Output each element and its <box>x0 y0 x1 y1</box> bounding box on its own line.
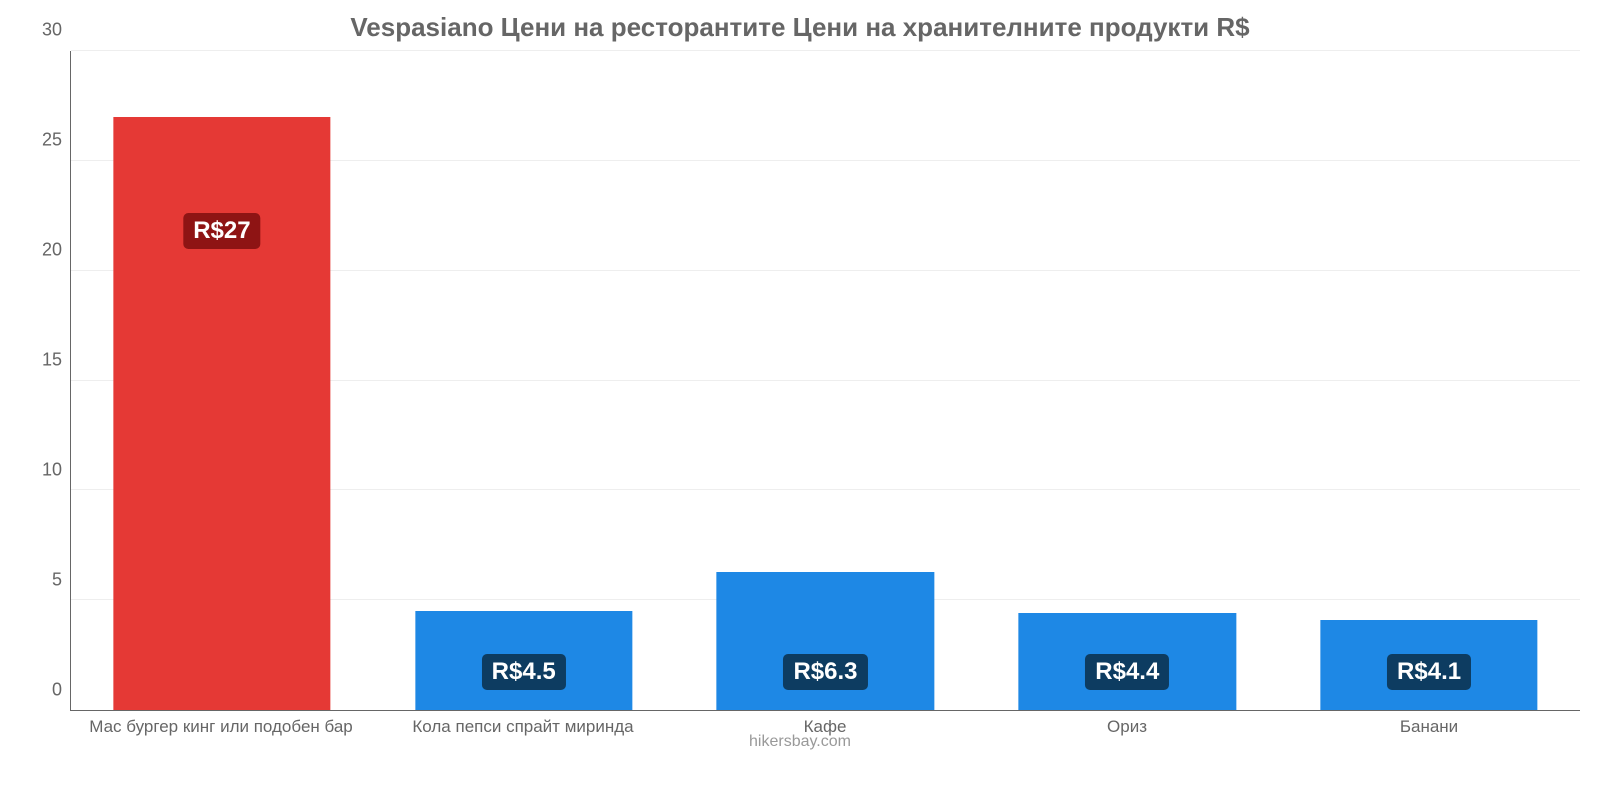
x-tick-label: Банани <box>1400 717 1458 737</box>
value-badge: R$4.5 <box>482 654 566 690</box>
y-tick-label: 20 <box>42 240 62 261</box>
chart-attribution: hikersbay.com <box>749 733 851 751</box>
bar-slot: R$4.1 <box>1278 51 1580 710</box>
y-tick-label: 30 <box>42 20 62 41</box>
bar-slot: R$4.4 <box>976 51 1278 710</box>
y-tick-label: 10 <box>42 460 62 481</box>
chart-bar <box>113 117 330 710</box>
value-badge: R$4.4 <box>1085 654 1169 690</box>
value-badge: R$4.1 <box>1387 654 1471 690</box>
y-axis: 051015202530 <box>20 51 70 711</box>
y-tick-label: 0 <box>52 680 62 701</box>
x-tick-label: Ориз <box>1107 717 1147 737</box>
y-tick-label: 25 <box>42 130 62 151</box>
chart-title: Vespasiano Цени на ресторантите Цени на … <box>0 0 1600 43</box>
plot-area: R$27 R$4.5 R$6.3 R$4.4 R$4.1 <box>70 51 1580 711</box>
y-tick-label: 5 <box>52 570 62 591</box>
bar-slot: R$27 <box>71 51 373 710</box>
value-badge: R$27 <box>183 213 260 249</box>
value-badge: R$6.3 <box>783 654 867 690</box>
x-tick-label: Мас бургер кинг или подобен бар <box>89 717 353 737</box>
x-tick-label: Кола пепси спрайт миринда <box>412 717 633 737</box>
bar-slot: R$4.5 <box>373 51 675 710</box>
y-tick-label: 15 <box>42 350 62 371</box>
chart-area: 051015202530 R$27R$4.5R$6.3R$4.4R$4.1 Ма… <box>20 51 1580 751</box>
bar-slot: R$6.3 <box>675 51 977 710</box>
